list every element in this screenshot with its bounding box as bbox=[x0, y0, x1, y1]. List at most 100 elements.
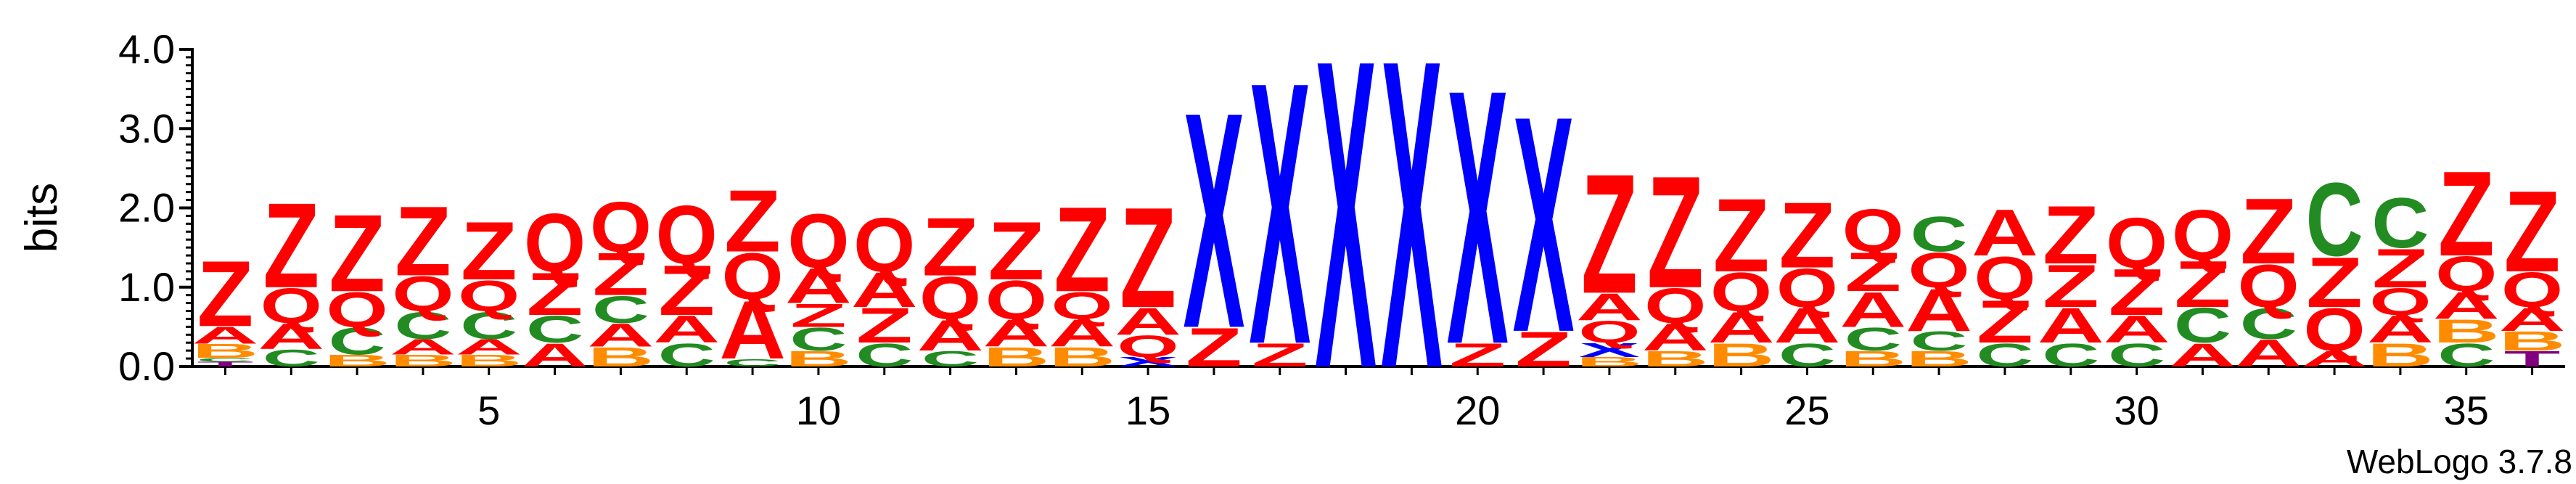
logo-letter-z: Z bbox=[1120, 179, 1176, 338]
logo-letter-x: X bbox=[1578, 339, 1640, 361]
logo-letter-q: Q bbox=[1974, 245, 2035, 312]
logo-letter-z: Z bbox=[2438, 147, 2495, 282]
logo-letter-b: B bbox=[2433, 313, 2500, 350]
x-tick-label: 10 bbox=[796, 387, 841, 433]
x-tick-label: 15 bbox=[1125, 387, 1170, 433]
logo-letter-a: A bbox=[1115, 300, 1181, 343]
x-tick-label: 35 bbox=[2444, 387, 2489, 433]
logo-letter-z: Z bbox=[1713, 177, 1770, 294]
logo-letter-q: Q bbox=[524, 197, 586, 289]
logo-letter-x: X bbox=[1381, 0, 1443, 460]
weblogo-credit: WebLogo 3.7.8 bbox=[2347, 443, 2572, 480]
logo-letter-q: Q bbox=[1051, 284, 1113, 327]
logo-letter-z: Z bbox=[856, 298, 913, 353]
logo-letter-x: X bbox=[1513, 52, 1575, 396]
logo-letter-q: Q bbox=[2501, 263, 2563, 318]
logo-letter-a: A bbox=[2301, 346, 2368, 371]
logo-letter-c: C bbox=[856, 337, 913, 374]
logo-letter-q: Q bbox=[656, 189, 718, 281]
logo-letter-t: T bbox=[2504, 346, 2561, 371]
logo-letter-a: A bbox=[2367, 308, 2434, 350]
logo-letter-b: B bbox=[2367, 337, 2434, 374]
logo-letter-c: C bbox=[1976, 337, 2033, 374]
logo-letter-a: A bbox=[1839, 282, 1906, 337]
y-tick-label: 2.0 bbox=[118, 185, 175, 231]
logo-letter-z: Z bbox=[2109, 256, 2165, 329]
logo-letter-z: Z bbox=[2504, 166, 2561, 296]
axes: 0.0 1.0 2.0 3.0 4.0 5 10 15 20 25 30 35 bbox=[118, 26, 2565, 433]
x-tick-label: 25 bbox=[1784, 387, 1829, 433]
logo-letter-z: Z bbox=[988, 205, 1044, 297]
logo-letter-a: A bbox=[390, 335, 456, 359]
logo-letter-z: Z bbox=[1779, 184, 1835, 288]
logo-letter-a: A bbox=[2169, 337, 2236, 374]
logo-letter-z: Z bbox=[395, 185, 451, 296]
logo-letter-q: Q bbox=[1710, 261, 1772, 323]
logo-letter-z: Z bbox=[1845, 242, 1901, 303]
logo-letter-b: B bbox=[1708, 337, 1775, 374]
logo-letter-z: Z bbox=[724, 172, 781, 271]
logo-letter-q: Q bbox=[722, 240, 784, 313]
x-tick-label: 5 bbox=[477, 387, 500, 433]
logo-letter-c: C bbox=[922, 347, 979, 372]
logo-letter-c: C bbox=[2437, 337, 2495, 374]
logo-letter-a: A bbox=[653, 308, 720, 350]
logo-letter-c: C bbox=[592, 288, 649, 331]
logo-letter-b: B bbox=[785, 346, 852, 371]
logo-letter-z: Z bbox=[2174, 248, 2231, 321]
logo-letter-x: X bbox=[1447, 15, 1509, 420]
logo-letter-c: C bbox=[1845, 321, 1902, 358]
logo-letter-c: C bbox=[2240, 299, 2297, 348]
logo-letter-b: B bbox=[2499, 326, 2566, 356]
x-tick-label: 30 bbox=[2114, 387, 2159, 433]
logo-letter-c: C bbox=[2371, 184, 2429, 263]
logo-letter-c: C bbox=[724, 356, 782, 369]
logo-letter-c: C bbox=[394, 304, 451, 347]
logo-letter-a: A bbox=[1906, 276, 1972, 344]
logo-letter-x: X bbox=[1249, 4, 1311, 422]
logo-letter-b: B bbox=[390, 352, 456, 370]
logo-letter-q: Q bbox=[1776, 258, 1838, 319]
logo-letter-c: C bbox=[1911, 207, 1968, 262]
logo-letter-q: Q bbox=[1908, 242, 1970, 298]
logo-letter-a: A bbox=[587, 317, 654, 354]
logo-letter-c: C bbox=[2174, 298, 2231, 353]
x-tick-label: 20 bbox=[1455, 387, 1500, 433]
logo-letter-a: A bbox=[719, 284, 786, 376]
logo-letter-c: C bbox=[2108, 337, 2165, 374]
logo-letter-z: Z bbox=[1977, 287, 2033, 356]
logo-letter-a: A bbox=[2104, 308, 2170, 350]
logo-letter-q: Q bbox=[590, 188, 652, 268]
logo-letter-q: Q bbox=[458, 271, 520, 321]
logo-letter-z: Z bbox=[1054, 183, 1110, 317]
logo-letter-z: Z bbox=[2043, 252, 2099, 320]
logo-letter-a: A bbox=[1773, 298, 1840, 353]
logo-letter-q: Q bbox=[787, 197, 849, 284]
logo-letter-z: Z bbox=[197, 242, 253, 347]
logo-letter-b: B bbox=[587, 342, 654, 372]
logo-letter-a: A bbox=[983, 312, 1049, 355]
logo-letter-a: A bbox=[258, 316, 324, 356]
logo-letter-c: C bbox=[1779, 337, 1836, 374]
logo-letter-a: A bbox=[456, 335, 522, 359]
logo-letter-c: C bbox=[1911, 326, 1968, 356]
logo-letter-a: A bbox=[851, 262, 918, 318]
logo-letter-z: Z bbox=[1581, 139, 1638, 329]
logo-letter-z: Z bbox=[790, 297, 847, 334]
logo-letter-a: A bbox=[522, 337, 588, 374]
logo-letter-t: T bbox=[197, 361, 253, 368]
logo-letter-z: Z bbox=[2240, 179, 2297, 284]
y-tick-label: 0.0 bbox=[118, 343, 175, 389]
logo-letter-a: A bbox=[1576, 286, 1643, 329]
logo-letter-b: B bbox=[192, 340, 258, 362]
logo-letter-b: B bbox=[1839, 346, 1906, 371]
logo-letter-z: Z bbox=[1252, 337, 1308, 374]
logo-letter-a: A bbox=[1708, 303, 1775, 352]
logo-letter-a: A bbox=[1642, 316, 1709, 358]
logo-letter-b: B bbox=[1642, 346, 1709, 371]
y-tick-label: 1.0 bbox=[118, 264, 175, 310]
logo-letter-q: Q bbox=[261, 279, 322, 334]
logo-letter-x: X bbox=[1315, 0, 1377, 460]
logo-letter-x: X bbox=[1183, 49, 1245, 393]
logo-letter-q: Q bbox=[1578, 315, 1640, 350]
